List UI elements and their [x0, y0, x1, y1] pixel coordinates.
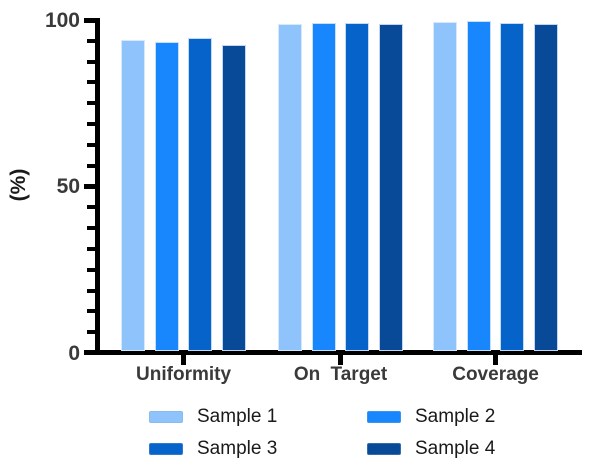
legend-item-sample-4: Sample 4 [367, 438, 496, 459]
y-major-tick-100 [84, 17, 95, 23]
x-tick-uniformity [181, 355, 187, 365]
legend-swatch-sample-4 [367, 443, 401, 455]
legend-label-sample-4: Sample 4 [415, 438, 496, 459]
bar-uniformity-sample-4 [222, 44, 247, 351]
legend-label-sample-3: Sample 3 [197, 438, 278, 459]
x-tick-coverage [493, 355, 499, 365]
legend-swatch-sample-1 [149, 411, 183, 423]
x-category-label-on-target: On Target [293, 364, 388, 385]
y-major-tick-50 [84, 184, 95, 189]
legend-item-sample-1: Sample 1 [149, 406, 278, 427]
bar-uniformity-sample-2 [154, 41, 179, 351]
y-minor-tick [87, 101, 95, 106]
legend-label-sample-1: Sample 1 [197, 406, 278, 427]
y-tick-label-50: 50 [56, 175, 80, 198]
y-tick-label-100: 100 [44, 8, 80, 32]
y-minor-tick [87, 38, 95, 43]
legend-item-sample-3: Sample 3 [149, 438, 278, 459]
y-minor-tick [87, 205, 95, 210]
x-axis-line [84, 350, 582, 355]
bar-coverage-sample-1 [433, 21, 457, 351]
bar-on-target-sample-1 [278, 23, 302, 351]
x-tick-on-target [338, 355, 344, 365]
y-minor-tick [87, 267, 95, 272]
bar-on-target-sample-2 [311, 22, 336, 351]
bar-coverage-sample-3 [500, 22, 525, 351]
y-tick-label-0: 0 [68, 341, 80, 365]
bar-coverage-sample-2 [466, 21, 491, 351]
bar-uniformity-sample-3 [188, 37, 213, 351]
y-minor-tick [87, 246, 95, 251]
y-minor-tick [87, 142, 95, 147]
y-minor-tick [87, 288, 95, 293]
x-category-label-coverage: Coverage [452, 364, 539, 385]
bar-on-target-sample-3 [345, 22, 370, 351]
y-minor-tick [87, 330, 95, 335]
y-minor-tick [87, 309, 95, 314]
y-minor-tick [87, 80, 95, 85]
y-minor-tick [87, 122, 95, 127]
y-minor-tick [87, 163, 95, 168]
y-axis-line [95, 18, 100, 355]
legend-swatch-sample-3 [149, 443, 183, 455]
bar-on-target-sample-4 [379, 23, 404, 351]
y-minor-tick [87, 59, 95, 64]
legend-swatch-sample-2 [367, 411, 401, 423]
legend-label-sample-2: Sample 2 [415, 406, 496, 427]
bar-coverage-sample-4 [534, 23, 559, 351]
legend-item-sample-2: Sample 2 [367, 406, 496, 427]
y-minor-tick [87, 226, 95, 231]
x-category-label-uniformity: Uniformity [136, 364, 232, 385]
bar-uniformity-sample-1 [121, 39, 145, 351]
